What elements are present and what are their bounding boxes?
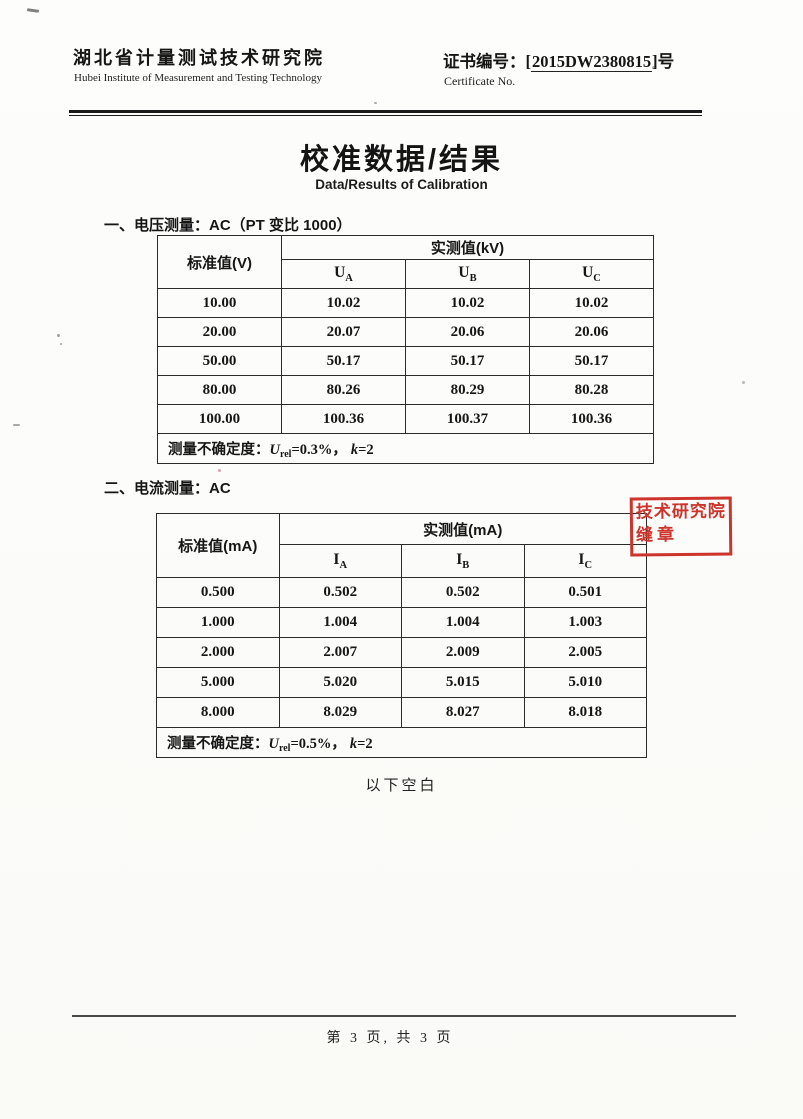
meas-a: 1.004 <box>278 607 402 638</box>
current-measured-header: 实测值(mA) <box>278 513 647 545</box>
meas-c: 8.018 <box>523 697 647 728</box>
scan-speck <box>218 469 221 472</box>
std-value: 1.000 <box>156 607 280 638</box>
std-value: 80.00 <box>157 375 282 405</box>
certificate-number-line: 证书编号：[2015DW2380815]号 <box>443 48 674 72</box>
certificate-number-label-en: Certificate No. <box>444 74 516 88</box>
meas-b: 8.027 <box>401 697 525 728</box>
voltage-row-3: 50.00 50.17 50.17 50.17 <box>157 346 654 376</box>
std-value: 2.000 <box>156 637 280 668</box>
voltage-measured-header: 实测值(kV) <box>281 235 654 260</box>
meas-b: 80.29 <box>405 375 530 405</box>
red-riding-seal-stamp: 技术研究院 缝章 <box>629 496 733 557</box>
meas-b: 5.015 <box>401 667 525 698</box>
current-uncertainty-row: 测量不确定度：Urel=0.5%， k=2 <box>156 727 647 758</box>
voltage-row-4: 80.00 80.26 80.29 80.28 <box>157 375 654 405</box>
meas-c: 100.36 <box>529 404 654 434</box>
std-value: 20.00 <box>157 317 282 347</box>
meas-b: 0.502 <box>401 577 525 608</box>
meas-c: 1.003 <box>523 607 647 638</box>
org-name-cn: 湖北省计量测试技术研究院 <box>73 48 325 68</box>
meas-c: 2.005 <box>523 637 647 668</box>
stamp-text-line2: 缝章 <box>635 524 679 545</box>
std-value: 8.000 <box>156 697 280 728</box>
voltage-row-1: 10.00 10.02 10.02 10.02 <box>157 288 654 318</box>
uncertainty-label: 测量不确定度： <box>167 735 269 752</box>
meas-a: 50.17 <box>281 346 406 376</box>
voltage-std-header: 标准值(V) <box>157 235 282 289</box>
meas-a: 10.02 <box>281 288 406 318</box>
voltage-phase-c-header: UC <box>529 259 654 289</box>
meas-a: 5.020 <box>278 667 402 698</box>
meas-a: 8.029 <box>278 697 402 728</box>
scan-speck <box>13 424 20 426</box>
scan-speck <box>652 66 655 69</box>
voltage-phase-a-header: UA <box>281 259 406 289</box>
certificate-number-label: 证书编号： <box>443 53 526 71</box>
current-row-5: 8.000 8.029 8.027 8.018 <box>156 697 647 728</box>
meas-c: 50.17 <box>529 346 654 376</box>
meas-a: 80.26 <box>281 375 406 405</box>
meas-c: 5.010 <box>523 667 647 698</box>
current-std-header: 标准值(mA) <box>156 513 280 578</box>
std-value: 50.00 <box>157 346 282 376</box>
voltage-table: 标准值(V) 实测值(kV) UA UB UC 10.00 10.02 10.0… <box>157 235 654 464</box>
meas-b: 20.06 <box>405 317 530 347</box>
meas-b: 10.02 <box>405 288 530 318</box>
current-row-3: 2.000 2.007 2.009 2.005 <box>156 637 647 668</box>
current-phase-a-header: IA <box>278 544 402 578</box>
certificate-bracket-close: ] <box>652 52 658 71</box>
certificate-number: 2015DW2380815 <box>531 52 653 72</box>
voltage-row-5: 100.00 100.36 100.37 100.36 <box>157 404 654 434</box>
section1-heading-voltage: 一、电压测量：AC（PT 变比 1000） <box>104 217 352 234</box>
current-phase-c-header: IC <box>523 544 647 578</box>
scan-speck <box>742 381 745 384</box>
meas-c: 0.501 <box>523 577 647 608</box>
page-number: 第 3 页, 共 3 页 <box>326 1031 454 1046</box>
current-table: 标准值(mA) 实测值(mA) IA IB IC 0.500 0.502 0.5… <box>156 513 647 758</box>
voltage-phase-b-header: UB <box>405 259 530 289</box>
header-divider-rule <box>69 110 702 116</box>
std-value: 0.500 <box>156 577 280 608</box>
meas-c: 10.02 <box>529 288 654 318</box>
meas-b: 1.004 <box>401 607 525 638</box>
current-row-2: 1.000 1.004 1.004 1.003 <box>156 607 647 638</box>
scan-speck <box>374 102 377 104</box>
meas-a: 0.502 <box>278 577 402 608</box>
meas-b: 2.009 <box>401 637 525 668</box>
current-row-1: 0.500 0.502 0.502 0.501 <box>156 577 647 608</box>
blank-below-note: 以下空白 <box>365 777 438 794</box>
org-name-en: Hubei Institute of Measurement and Testi… <box>74 72 322 84</box>
meas-c: 80.28 <box>529 375 654 405</box>
meas-b: 50.17 <box>405 346 530 376</box>
uncertainty-label: 测量不确定度： <box>168 441 270 458</box>
voltage-uncertainty-row: 测量不确定度：Urel=0.3%， k=2 <box>157 433 654 464</box>
std-value: 100.00 <box>157 404 282 434</box>
std-value: 10.00 <box>157 288 282 318</box>
section2-heading-current: 二、电流测量：AC <box>104 480 231 497</box>
scan-speck <box>60 343 62 345</box>
current-row-4: 5.000 5.020 5.015 5.010 <box>156 667 647 698</box>
meas-a: 100.36 <box>281 404 406 434</box>
certificate-bracket-open: [ <box>525 52 532 71</box>
scan-speck <box>26 8 40 13</box>
std-value: 5.000 <box>156 667 280 698</box>
page-title-en: Data/Results of Calibration <box>315 177 488 192</box>
footer-divider-rule <box>72 1015 736 1017</box>
voltage-row-2: 20.00 20.07 20.06 20.06 <box>157 317 654 347</box>
meas-a: 20.07 <box>281 317 406 347</box>
current-phase-b-header: IB <box>401 544 525 578</box>
meas-b: 100.37 <box>405 404 530 434</box>
stamp-text-line1: 技术研究院 <box>635 501 726 522</box>
meas-a: 2.007 <box>278 637 402 668</box>
meas-c: 20.06 <box>529 317 654 347</box>
certificate-number-suffix: 号 <box>657 53 675 71</box>
scan-speck <box>57 334 60 337</box>
page-title-cn: 校准数据/结果 <box>299 144 504 176</box>
